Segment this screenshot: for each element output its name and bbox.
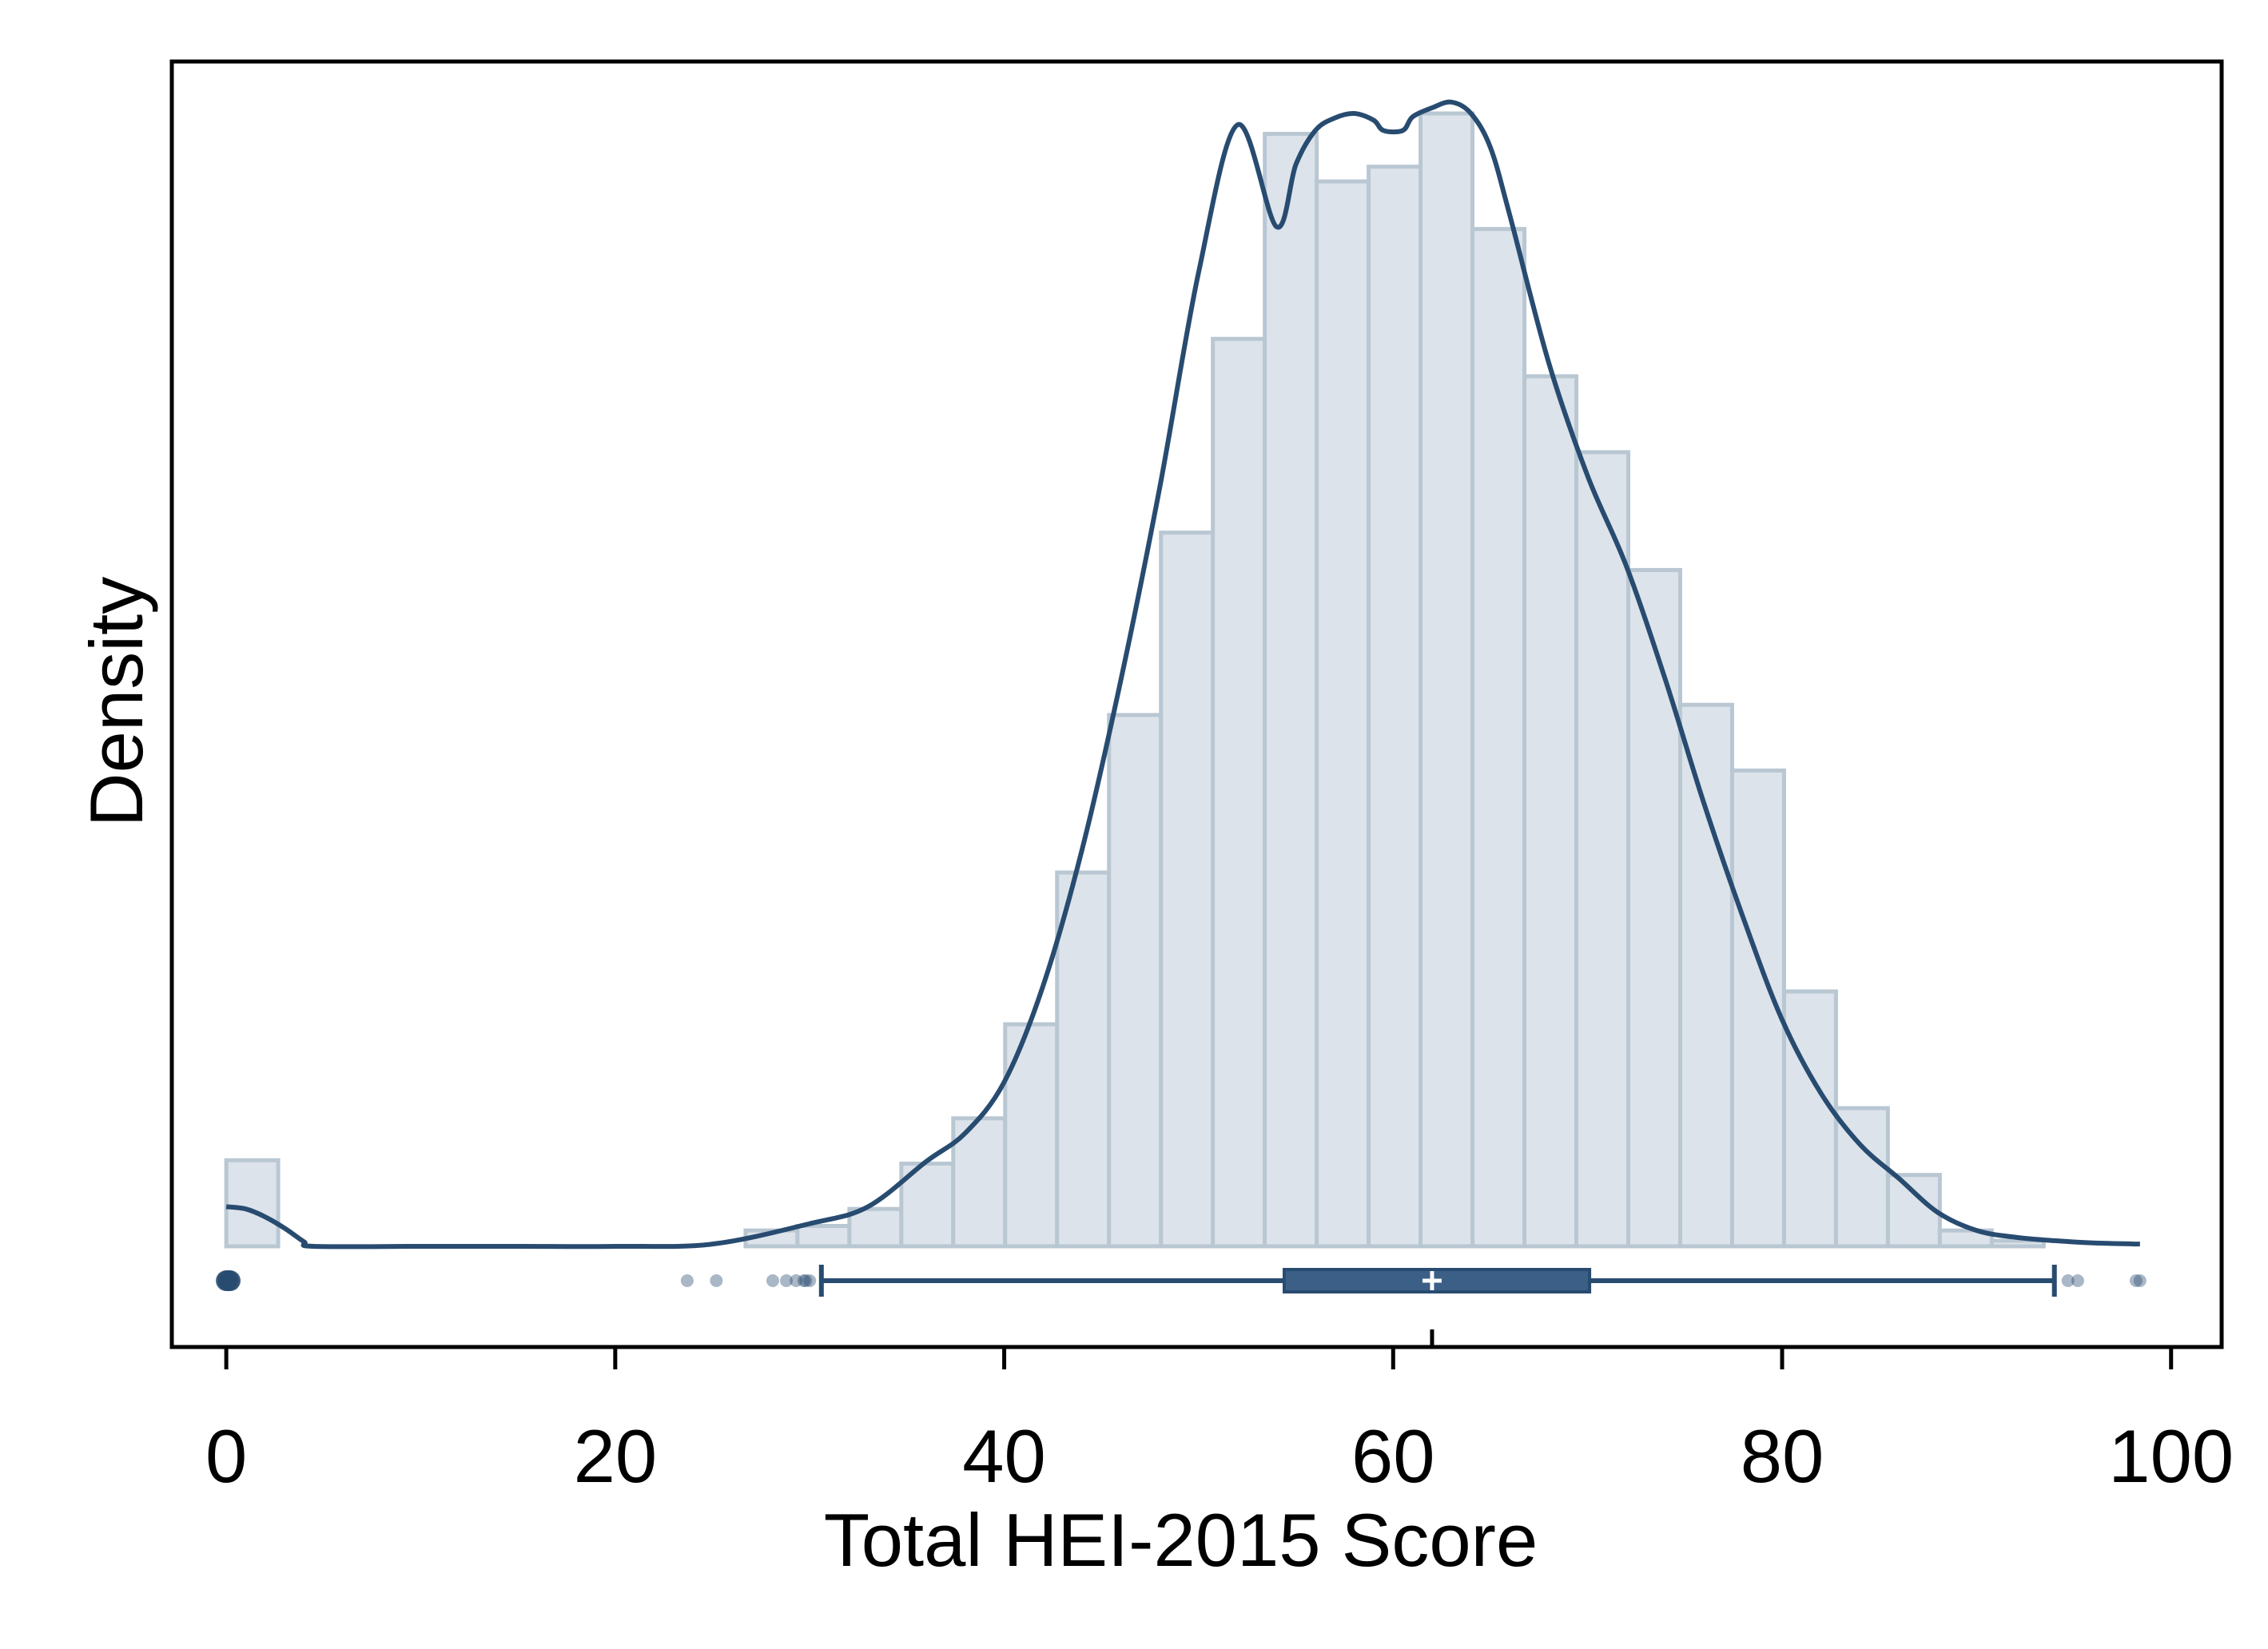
boxplot-outlier: [680, 1274, 694, 1287]
histogram-bar: [1989, 1238, 2046, 1249]
density-curve: [225, 99, 2140, 1250]
x-tick-label: 100: [2108, 1414, 2234, 1498]
histogram-bar: [1055, 870, 1112, 1249]
histogram-bar: [224, 1158, 281, 1249]
boxplot-outlier: [217, 1270, 239, 1291]
histogram-bar: [1626, 567, 1682, 1249]
histogram-bar: [1211, 336, 1267, 1249]
histogram-bar: [847, 1206, 904, 1249]
boxplot-outlier: [797, 1274, 810, 1287]
histogram-bar: [795, 1223, 852, 1249]
plot-frame: [169, 59, 2224, 1349]
boxplot-outlier: [710, 1274, 723, 1287]
boxplot-outlier: [2061, 1274, 2075, 1287]
histogram-bar: [1367, 165, 1423, 1249]
histogram-bar: [1470, 227, 1527, 1249]
y-axis-label: Density: [74, 577, 158, 827]
x-axis: 0 20 40 60 80 100: [205, 1329, 2234, 1498]
x-tick-label: 20: [574, 1414, 658, 1498]
histogram-bar: [1522, 374, 1579, 1249]
histogram-bar: [1885, 1173, 1942, 1249]
histogram-bars: [224, 111, 2046, 1249]
boxplot-outlier: [766, 1274, 779, 1287]
histogram-bar: [1937, 1228, 1994, 1249]
histogram-bar: [1574, 450, 1631, 1249]
boxplot-group: [216, 1265, 2147, 1297]
histogram-bar: [1677, 702, 1734, 1249]
density-curve-group: [225, 99, 2140, 1250]
x-tick-label: 0: [205, 1414, 247, 1498]
boxplot-outlier: [2071, 1274, 2084, 1287]
histogram-bar: [1315, 179, 1371, 1249]
boxplot-outlier: [799, 1274, 813, 1287]
histogram-bar: [1418, 111, 1475, 1249]
histogram-bar: [1263, 132, 1319, 1249]
boxplot-outlier: [780, 1274, 794, 1287]
histogram-bar: [1833, 1106, 1890, 1249]
histogram-bar: [1159, 530, 1216, 1249]
histogram-bar: [1003, 1022, 1060, 1249]
x-tick-label: 60: [1351, 1414, 1435, 1498]
histogram-bar: [1781, 989, 1838, 1249]
histogram-bar: [1107, 713, 1164, 1249]
boxplot-outlier: [790, 1274, 803, 1287]
x-tick-label: 40: [962, 1414, 1046, 1498]
x-axis-label: Total HEI-2015 Score: [824, 1498, 1538, 1582]
x-tick-label: 80: [1741, 1414, 1824, 1498]
boxplot-outlier: [803, 1274, 817, 1287]
boxplot-outlier: [2129, 1274, 2143, 1287]
boxplot-outlier: [2133, 1274, 2147, 1287]
